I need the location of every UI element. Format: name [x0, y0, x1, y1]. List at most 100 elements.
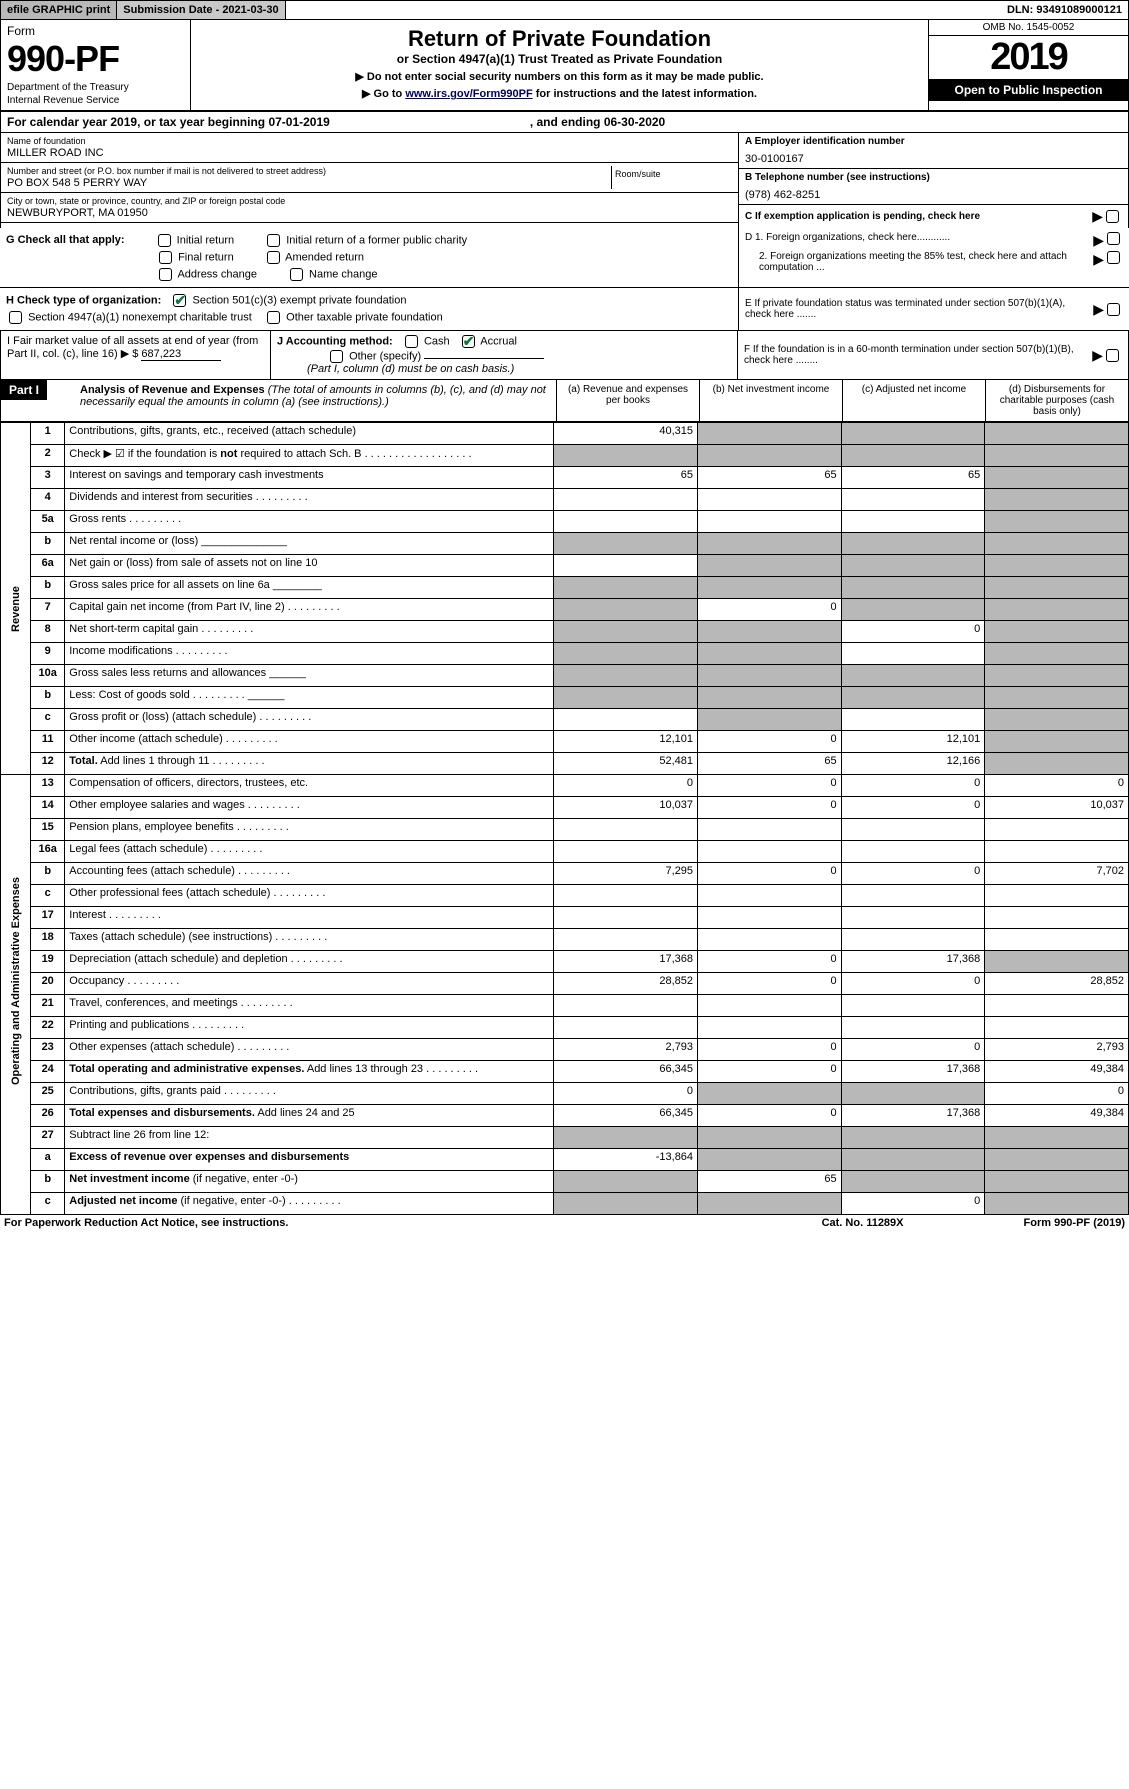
accrual-label: Accrual	[480, 335, 517, 347]
efile-print-button[interactable]: efile GRAPHIC print	[1, 1, 117, 19]
phone-value: (978) 462-8251	[745, 189, 1122, 201]
amount-cell	[985, 1149, 1129, 1171]
amount-cell	[554, 709, 698, 731]
other-taxable-checkbox[interactable]	[267, 311, 280, 324]
amount-cell	[698, 489, 842, 511]
amount-cell: 65	[554, 467, 698, 489]
other-method-input[interactable]	[424, 358, 544, 359]
table-row: 26Total expenses and disbursements. Add …	[1, 1105, 1129, 1127]
line-description: Less: Cost of goods sold . . . . . . . .…	[65, 687, 554, 709]
d2-checkbox[interactable]	[1107, 251, 1120, 264]
irs-link[interactable]: www.irs.gov/Form990PF	[405, 88, 532, 100]
line-description: Legal fees (attach schedule) . . . . . .…	[65, 841, 554, 863]
amount-cell: 66,345	[554, 1105, 698, 1127]
initial-former-label: Initial return of a former public charit…	[286, 234, 467, 246]
col-d-header: (d) Disbursements for charitable purpose…	[985, 380, 1128, 421]
amount-cell: 0	[554, 775, 698, 797]
form-number: 990-PF	[7, 38, 184, 80]
initial-return-checkbox[interactable]	[158, 234, 171, 247]
amount-cell: 0	[698, 797, 842, 819]
amount-cell	[985, 951, 1129, 973]
address-change-checkbox[interactable]	[159, 268, 172, 281]
name-change-checkbox[interactable]	[290, 268, 303, 281]
amount-cell: 7,295	[554, 863, 698, 885]
line-description: Printing and publications . . . . . . . …	[65, 1017, 554, 1039]
amount-cell: 0	[554, 1083, 698, 1105]
amount-cell	[841, 1127, 985, 1149]
expenses-side-label: Operating and Administrative Expenses	[1, 775, 31, 1215]
amount-cell: 0	[841, 797, 985, 819]
cash-checkbox[interactable]	[405, 335, 418, 348]
amount-cell	[698, 577, 842, 599]
amount-cell	[841, 533, 985, 555]
4947-checkbox[interactable]	[9, 311, 22, 324]
amount-cell	[554, 643, 698, 665]
amount-cell	[698, 687, 842, 709]
line-number: 27	[31, 1127, 65, 1149]
footer-left: For Paperwork Reduction Act Notice, see …	[4, 1217, 288, 1229]
f-checkbox[interactable]	[1106, 349, 1119, 362]
amount-cell: 0	[985, 1083, 1129, 1105]
amount-cell	[985, 995, 1129, 1017]
amount-cell	[698, 819, 842, 841]
exemption-checkbox[interactable]	[1106, 210, 1119, 223]
cash-label: Cash	[424, 335, 450, 347]
table-row: 21Travel, conferences, and meetings . . …	[1, 995, 1129, 1017]
accrual-checkbox[interactable]	[462, 335, 475, 348]
phone-label: B Telephone number (see instructions)	[745, 172, 1122, 183]
instruction-link-row: ▶ Go to www.irs.gov/Form990PF for instru…	[197, 87, 922, 100]
amount-cell: 0	[841, 1193, 985, 1215]
line-number: 8	[31, 621, 65, 643]
amount-cell	[985, 1017, 1129, 1039]
other-method-checkbox[interactable]	[330, 350, 343, 363]
table-row: 8Net short-term capital gain . . . . . .…	[1, 621, 1129, 643]
amount-cell: 0	[985, 775, 1129, 797]
line-description: Income modifications . . . . . . . . .	[65, 643, 554, 665]
final-return-checkbox[interactable]	[159, 251, 172, 264]
table-row: bNet investment income (if negative, ent…	[1, 1171, 1129, 1193]
line-number: 13	[31, 775, 65, 797]
form-subtitle: or Section 4947(a)(1) Trust Treated as P…	[197, 52, 922, 66]
arrow-icon: ▶	[1093, 251, 1104, 273]
amount-cell	[554, 929, 698, 951]
amount-cell	[698, 511, 842, 533]
line-number: 24	[31, 1061, 65, 1083]
table-row: 7Capital gain net income (from Part IV, …	[1, 599, 1129, 621]
line-number: c	[31, 709, 65, 731]
line-description: Adjusted net income (if negative, enter …	[65, 1193, 554, 1215]
d1-checkbox[interactable]	[1107, 232, 1120, 245]
table-row: cOther professional fees (attach schedul…	[1, 885, 1129, 907]
amount-cell	[698, 1193, 842, 1215]
amount-cell	[985, 819, 1129, 841]
amount-cell: 0	[841, 1039, 985, 1061]
amount-cell: 0	[698, 1061, 842, 1083]
amount-cell	[554, 599, 698, 621]
amount-cell	[985, 1171, 1129, 1193]
amount-cell: 12,101	[841, 731, 985, 753]
table-row: 2Check ▶ ☑ if the foundation is not requ…	[1, 445, 1129, 467]
amended-checkbox[interactable]	[267, 251, 280, 264]
dept-treasury: Department of the Treasury	[7, 82, 184, 93]
g-check-row: G Check all that apply: Initial return I…	[0, 228, 1129, 288]
table-row: 15Pension plans, employee benefits . . .…	[1, 819, 1129, 841]
line-number: c	[31, 885, 65, 907]
table-row: Operating and Administrative Expenses13C…	[1, 775, 1129, 797]
e-checkbox[interactable]	[1107, 303, 1120, 316]
amount-cell: 0	[841, 621, 985, 643]
tax-year: 2019	[929, 36, 1128, 79]
amount-cell	[841, 665, 985, 687]
line-description: Total. Add lines 1 through 11 . . . . . …	[65, 753, 554, 775]
amount-cell: 0	[841, 775, 985, 797]
table-row: 22Printing and publications . . . . . . …	[1, 1017, 1129, 1039]
amount-cell: 49,384	[985, 1105, 1129, 1127]
amount-cell: 0	[841, 863, 985, 885]
amount-cell: 65	[698, 467, 842, 489]
initial-former-checkbox[interactable]	[267, 234, 280, 247]
501c3-checkbox[interactable]	[173, 294, 186, 307]
d2-label: 2. Foreign organizations meeting the 85%…	[745, 251, 1093, 273]
table-row: 5aGross rents . . . . . . . . .	[1, 511, 1129, 533]
calendar-year-row: For calendar year 2019, or tax year begi…	[0, 112, 1129, 133]
amended-label: Amended return	[285, 251, 364, 263]
amount-cell	[698, 621, 842, 643]
amount-cell	[841, 445, 985, 467]
